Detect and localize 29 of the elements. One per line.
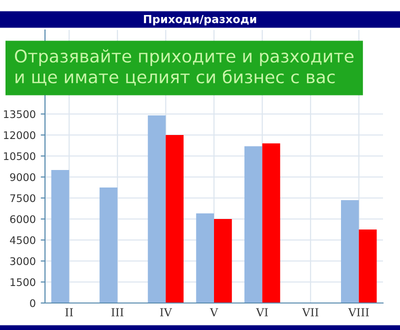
y-tick-label: 13500 [4, 110, 36, 118]
bar [244, 146, 262, 303]
bar [51, 170, 70, 303]
x-tick-label: III [111, 308, 124, 316]
y-tick-label: 7500 [10, 194, 36, 202]
y-tick-label: 10500 [4, 152, 36, 160]
y-tick-label: 4500 [10, 236, 36, 244]
y-tick-label: 12000 [4, 131, 36, 140]
x-tick-label: V [210, 308, 218, 316]
bar [148, 115, 166, 303]
y-tick-label: 9000 [10, 173, 36, 182]
x-tick-label: II [65, 308, 73, 316]
bar [166, 135, 184, 303]
bar [214, 219, 232, 303]
x-tick-label: VI [256, 308, 268, 316]
y-tick-label: 6000 [10, 215, 36, 224]
bar [262, 143, 280, 303]
annotation: Отразявайте приходите и разходите и ще имате целият си бизнес с вас [14, 49, 354, 86]
x-tick-label: IV [160, 308, 172, 316]
x-tick-label: VIII [348, 308, 369, 316]
chart-title: Приходи/разходи [144, 14, 256, 26]
y-tick-label: 3000 [10, 257, 36, 266]
y-tick-label: 0 [30, 299, 36, 308]
bar [100, 188, 118, 303]
bar [358, 230, 377, 303]
y-tick-label: 1500 [10, 278, 36, 286]
bar [340, 200, 359, 303]
x-tick-label: VII [302, 308, 318, 316]
bar [196, 213, 214, 303]
